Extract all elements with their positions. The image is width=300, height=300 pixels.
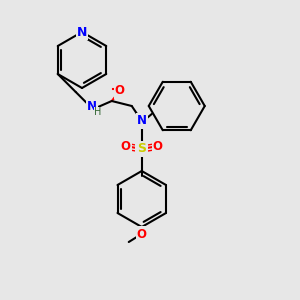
Text: N: N: [77, 26, 87, 38]
Text: S: S: [137, 142, 146, 155]
Text: O: O: [137, 227, 147, 241]
Text: O: O: [153, 140, 163, 152]
Text: N: N: [87, 100, 97, 113]
Text: O: O: [121, 140, 131, 152]
Text: H: H: [94, 107, 101, 117]
Text: O: O: [115, 85, 125, 98]
Text: N: N: [137, 115, 147, 128]
